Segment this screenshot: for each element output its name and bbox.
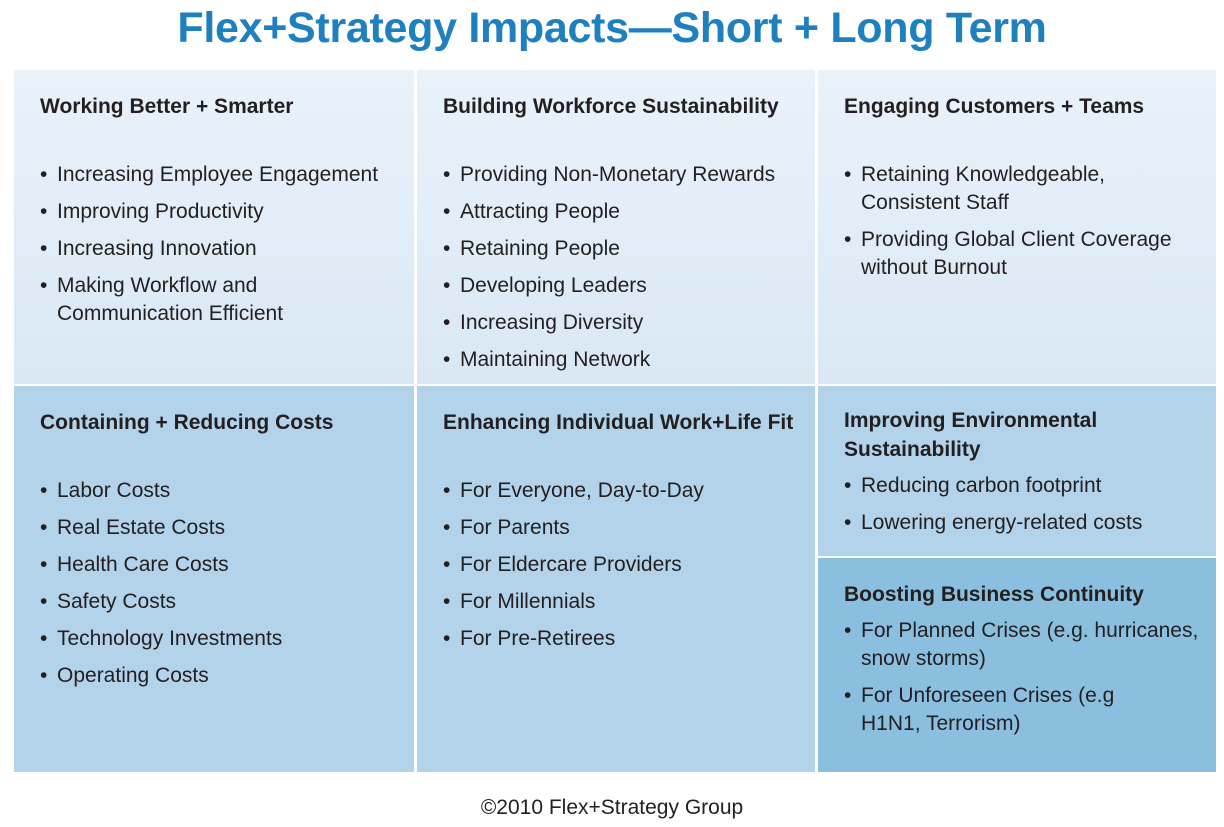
cell-engaging-customers: Engaging Customers + Teams Retaining Kno… [818,70,1216,384]
impacts-grid: Working Better + Smarter Increasing Empl… [14,70,1216,772]
list-item: Labor Costs [40,477,394,505]
bullet-list: Increasing Employee Engagement Improving… [40,161,394,328]
bullet-list: For Everyone, Day-to-Day For Parents For… [443,477,795,653]
list-item: For Unforeseen Crises (e.g H1N1, Terrori… [844,682,1161,738]
cell-heading: Working Better + Smarter [40,95,294,118]
list-item: Reducing carbon footprint [844,472,1196,500]
bullet-list: Labor Costs Real Estate Costs Health Car… [40,477,394,690]
list-item: For Parents [443,514,795,542]
page-title: Flex+Strategy Impacts—Short + Long Term [177,4,1047,52]
copyright-footer: ©2010 Flex+Strategy Group [480,796,744,819]
cell-heading: Engaging Customers + Teams [844,95,1145,118]
cell-reducing-costs: Containing + Reducing Costs Labor Costs … [14,386,414,772]
list-item: Health Care Costs [40,551,394,579]
list-item: Technology Investments [40,625,394,653]
cell-environmental-sustainability: Improving Environmental Sustainability R… [818,386,1216,556]
list-item: Increasing Employee Engagement [40,161,394,189]
list-item: Increasing Diversity [443,309,795,337]
list-item: Improving Productivity [40,198,394,226]
list-item: For Planned Crises (e.g. hurricanes, sno… [844,617,1201,673]
list-item: Increasing Innovation [40,235,394,263]
cell-workforce-sustainability: Building Workforce Sustainability Provid… [417,70,815,384]
list-item: Real Estate Costs [40,514,394,542]
list-item: Lowering energy-related costs [844,509,1196,537]
cell-heading: Boosting Business Continuity [844,583,1144,606]
list-item: Making Workflow and Communication Effici… [40,272,387,328]
list-item: For Eldercare Providers [443,551,795,579]
list-item: Developing Leaders [443,272,795,300]
cell-heading: Improving Environmental Sustainability [844,409,1098,461]
bullet-list: For Planned Crises (e.g. hurricanes, sno… [844,617,1198,738]
list-item: Operating Costs [40,662,394,690]
bullet-list: Reducing carbon footprint Lowering energ… [844,472,1196,537]
list-item: Maintaining Network [443,346,795,374]
list-item: For Pre-Retirees [443,625,795,653]
list-item: Providing Non-Monetary Rewards [443,161,795,189]
cell-business-continuity: Boosting Business Continuity For Planned… [818,558,1216,772]
list-item: Providing Global Client Coverage without… [844,226,1201,282]
bullet-list: Providing Non-Monetary Rewards Attractin… [443,161,795,374]
cell-heading: Enhancing Individual Work+Life Fit [443,411,794,434]
list-item: Safety Costs [40,588,394,616]
list-item: Attracting People [443,198,795,226]
list-item: Retaining Knowledgeable, Consistent Staf… [844,161,1161,217]
list-item: For Everyone, Day-to-Day [443,477,795,505]
cell-working-better: Working Better + Smarter Increasing Empl… [14,70,414,384]
list-item: For Millennials [443,588,795,616]
list-item: Retaining People [443,235,795,263]
bullet-list: Retaining Knowledgeable, Consistent Staf… [844,161,1196,282]
cell-heading: Containing + Reducing Costs [40,411,334,434]
cell-heading: Building Workforce Sustainability [443,95,779,118]
cell-work-life-fit: Enhancing Individual Work+Life Fit For E… [417,386,815,772]
